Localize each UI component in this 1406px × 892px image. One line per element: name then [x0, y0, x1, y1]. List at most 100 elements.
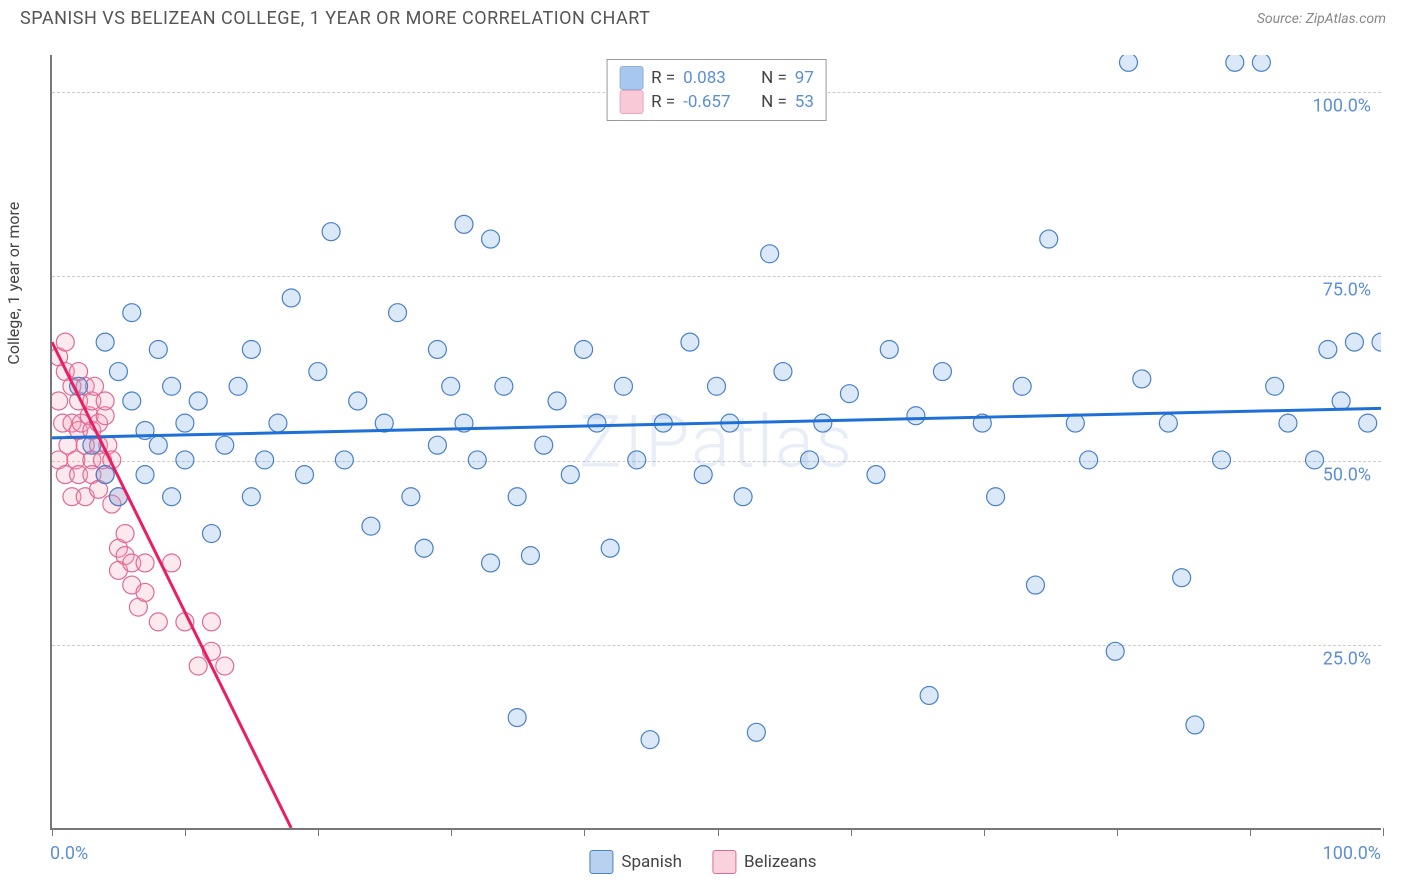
data-point	[1080, 451, 1098, 469]
data-point	[1213, 451, 1231, 469]
chart-plot-area: ZIPatlas R = 0.083 N = 97 R = -0.657 N =…	[50, 55, 1381, 830]
data-point	[109, 363, 127, 381]
data-point	[708, 377, 726, 395]
data-point	[867, 466, 885, 484]
data-point	[282, 289, 300, 307]
data-point	[309, 363, 327, 381]
data-point	[482, 554, 500, 572]
legend-item: Spanish	[589, 850, 682, 874]
data-point	[149, 436, 167, 454]
scatter-plot-svg	[52, 55, 1381, 828]
data-point	[628, 451, 646, 469]
data-point	[1013, 377, 1031, 395]
data-point	[561, 466, 579, 484]
data-point	[256, 451, 274, 469]
x-axis-min-label: 0.0%	[50, 843, 88, 864]
data-point	[52, 392, 68, 410]
data-point	[242, 340, 260, 358]
legend-swatch	[619, 66, 643, 90]
regression-line	[52, 342, 291, 828]
data-point	[482, 230, 500, 248]
data-point	[774, 363, 792, 381]
n-label: N =	[761, 92, 787, 112]
data-point	[1306, 451, 1324, 469]
data-point	[681, 333, 699, 351]
source-label: Source:	[1257, 11, 1302, 27]
data-point	[163, 488, 181, 506]
data-point	[123, 304, 141, 322]
data-point	[575, 340, 593, 358]
data-point	[455, 215, 473, 233]
data-point	[136, 554, 154, 572]
data-point	[96, 392, 114, 410]
data-point	[987, 488, 1005, 506]
data-point	[508, 488, 526, 506]
x-axis-max-label: 100.0%	[1323, 843, 1381, 864]
data-point	[96, 466, 114, 484]
data-point	[614, 377, 632, 395]
data-point	[1359, 414, 1377, 432]
data-point	[1332, 392, 1350, 410]
data-point	[468, 451, 486, 469]
data-point	[933, 363, 951, 381]
x-tick	[52, 828, 53, 836]
chart-title: SPANISH VS BELIZEAN COLLEGE, 1 YEAR OR M…	[20, 8, 650, 29]
data-point	[1372, 333, 1381, 351]
x-tick	[185, 828, 186, 836]
legend-swatch	[589, 850, 613, 874]
data-point	[1026, 576, 1044, 594]
data-point	[1186, 716, 1204, 734]
data-point	[442, 377, 460, 395]
data-point	[1173, 569, 1191, 587]
x-tick	[318, 828, 319, 836]
data-point	[535, 436, 553, 454]
data-point	[508, 709, 526, 727]
data-point	[1279, 414, 1297, 432]
data-point	[641, 731, 659, 749]
legend-stat-row: R = -0.657 N = 53	[619, 90, 814, 114]
data-point	[176, 451, 194, 469]
data-point	[123, 392, 141, 410]
data-point	[1226, 55, 1244, 71]
data-point	[1066, 414, 1084, 432]
data-point	[801, 451, 819, 469]
legend-label: Spanish	[621, 852, 682, 872]
data-point	[1319, 340, 1337, 358]
data-point	[136, 583, 154, 601]
data-point	[269, 414, 287, 432]
data-point	[389, 304, 407, 322]
source-credit: Source: ZipAtlas.com	[1257, 11, 1386, 27]
legend-swatch	[619, 90, 643, 114]
x-tick	[718, 828, 719, 836]
data-point	[814, 414, 832, 432]
data-point	[920, 687, 938, 705]
data-point	[189, 657, 207, 675]
data-point	[734, 488, 752, 506]
legend-label: Belizeans	[744, 852, 817, 872]
regression-line	[52, 408, 1381, 437]
data-point	[1266, 377, 1284, 395]
data-point	[415, 539, 433, 557]
data-point	[229, 377, 247, 395]
source-name: ZipAtlas.com	[1306, 11, 1386, 27]
data-point	[96, 333, 114, 351]
x-tick	[1117, 828, 1118, 836]
x-tick	[584, 828, 585, 836]
data-point	[202, 613, 220, 631]
legend-swatch	[712, 850, 736, 874]
data-point	[242, 488, 260, 506]
x-tick	[1383, 828, 1384, 836]
data-point	[176, 414, 194, 432]
data-point	[335, 451, 353, 469]
data-point	[428, 340, 446, 358]
title-bar: SPANISH VS BELIZEAN COLLEGE, 1 YEAR OR M…	[0, 0, 1406, 39]
y-axis-title: College, 1 year or more	[4, 202, 23, 365]
data-point	[907, 407, 925, 425]
data-point	[216, 436, 234, 454]
data-point	[548, 392, 566, 410]
data-point	[402, 488, 420, 506]
data-point	[216, 657, 234, 675]
data-point	[1159, 414, 1177, 432]
data-point	[136, 466, 154, 484]
x-tick	[984, 828, 985, 836]
